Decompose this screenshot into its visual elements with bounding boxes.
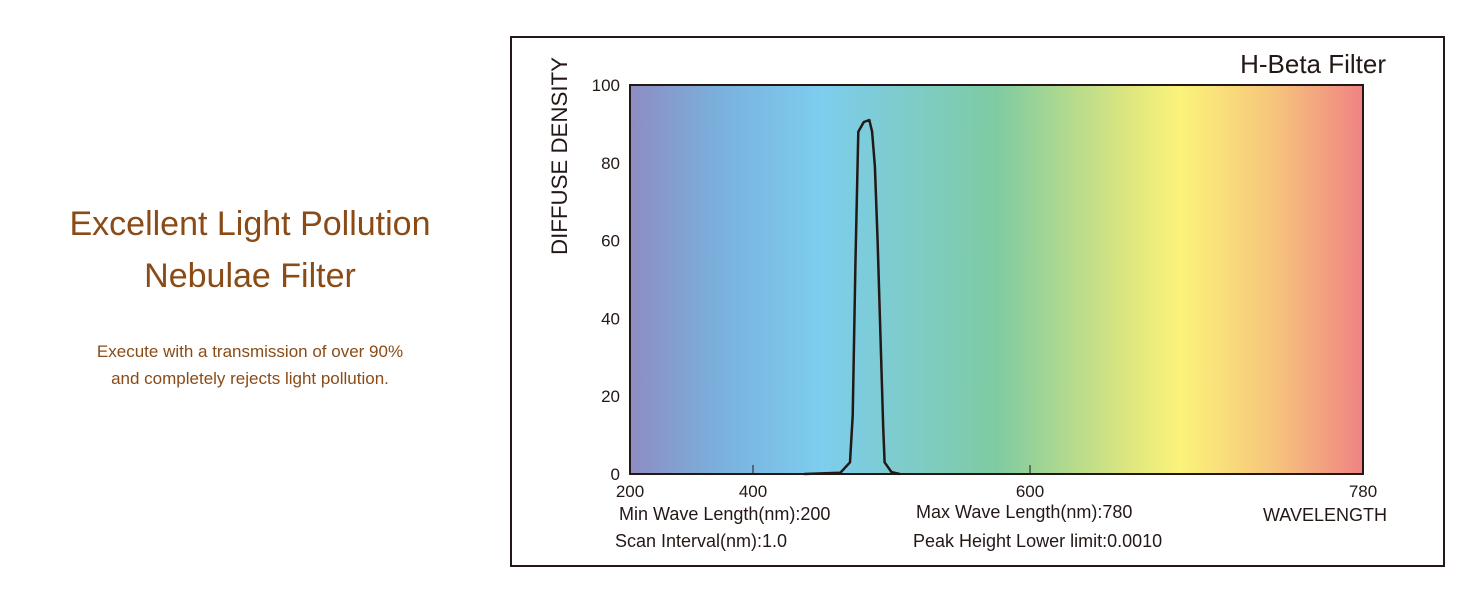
x-tick-label: 400	[739, 482, 767, 501]
x-tick-label: 780	[1349, 482, 1377, 501]
page-heading: Excellent Light Pollution Nebulae Filter	[20, 198, 480, 302]
y-tick-label: 20	[601, 387, 620, 406]
spectrum-background	[629, 84, 1364, 475]
heading-line-2: Nebulae Filter	[144, 257, 356, 295]
max-wave-note: Max Wave Length(nm):780	[916, 502, 1132, 522]
y-tick-label: 60	[601, 232, 620, 251]
x-axis-label: WAVELENGTH	[1263, 505, 1387, 525]
min-wave-note: Min Wave Length(nm):200	[619, 504, 830, 524]
x-tick-label: 600	[1016, 482, 1044, 501]
description-line-2: and completely rejects light pollution.	[111, 369, 389, 388]
y-tick-label: 100	[592, 76, 620, 95]
chart-title: H-Beta Filter	[1240, 49, 1386, 79]
y-tick-label: 0	[611, 465, 620, 484]
description-line-1: Execute with a transmission of over 90%	[96, 342, 404, 361]
scan-interval-note: Scan Interval(nm):1.0	[615, 531, 787, 551]
heading-line-1: Excellent Light Pollution	[69, 205, 431, 243]
description: Execute with a transmission of over 90% …	[20, 338, 480, 392]
transmission-curve	[804, 118, 901, 476]
y-tick-label: 40	[601, 309, 620, 328]
y-axis-label: DIFFUSE DENSITY	[547, 57, 572, 255]
peak-limit-note: Peak Height Lower limit:0.0010	[913, 531, 1162, 551]
x-tick-label: 200	[616, 482, 644, 501]
chart-frame	[510, 36, 1445, 567]
y-tick-label: 80	[601, 154, 620, 173]
